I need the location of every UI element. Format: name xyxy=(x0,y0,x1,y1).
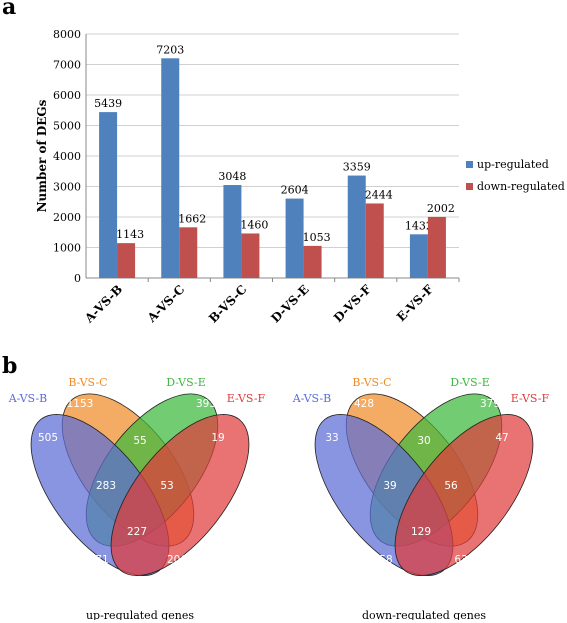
venn-set-label: E-VS-F xyxy=(227,392,266,405)
venn-set-label: A-VS-B xyxy=(292,392,332,405)
x-category-label: D-VS-E xyxy=(268,282,311,325)
venn-region-count: 393 xyxy=(196,398,216,410)
bar-value-label: 2002 xyxy=(427,202,455,215)
bar-value-label: 7203 xyxy=(156,43,184,56)
venn-caption: up-regulated genes xyxy=(86,609,194,620)
bar-value-label: 1053 xyxy=(303,231,331,244)
bar-down xyxy=(303,245,322,278)
x-category-label: A-VS-C xyxy=(144,282,187,325)
y-tick-label: 3000 xyxy=(53,181,81,194)
venn-set-label: D-VS-E xyxy=(450,376,490,389)
panel-b-label: b xyxy=(2,353,18,379)
legend-label: down-regulated xyxy=(477,180,565,193)
y-tick-label: 1000 xyxy=(53,242,81,255)
venn-region-count: 682 xyxy=(489,537,509,549)
bar-value-label: 3048 xyxy=(218,170,246,183)
venn-down-regulated: A-VS-B B-VS-C D-VS-E E-VS-F 447 428 379 908 33 30… xyxy=(292,376,550,620)
venn-set-label: B-VS-C xyxy=(68,376,107,389)
bar-value-label: 2604 xyxy=(281,184,309,197)
venn-region-count: 129 xyxy=(411,526,431,538)
x-category-label: D-VS-F xyxy=(331,282,374,325)
y-tick-label: 5000 xyxy=(53,120,81,133)
panel-a-label: a xyxy=(2,0,17,20)
venn-region-count: 33 xyxy=(325,432,338,444)
set-e-vs-f-ellipse xyxy=(110,414,250,576)
bar-value-label: 1432 xyxy=(405,219,433,232)
venn-region-count: 47 xyxy=(495,432,508,444)
bar-up xyxy=(409,234,428,278)
venn-region-count: 53 xyxy=(160,480,173,492)
venn-set-label: E-VS-F xyxy=(511,392,550,405)
venn-region-count: 1503 xyxy=(52,537,79,549)
legend-swatch xyxy=(466,161,473,168)
bar-down xyxy=(427,216,446,278)
venn-region-count: 315 xyxy=(339,537,359,549)
bar-down xyxy=(179,227,198,278)
bar-value-label: 1460 xyxy=(240,218,268,231)
venn-region-count: 227 xyxy=(127,526,147,538)
venn-region-count: 908 xyxy=(527,494,547,506)
venn-region-count: 63 xyxy=(454,554,467,566)
venn-set-label: B-VS-C xyxy=(352,376,391,389)
venn-region-count: 2593 xyxy=(10,494,37,506)
venn-region-count: 566 xyxy=(205,537,225,549)
venn-region-count: 428 xyxy=(354,398,374,410)
deg-bar-chart: 0 1000 2000 3000 4000 5000 6000 7000 8000 Number … xyxy=(35,28,565,326)
bar-value-label: 3359 xyxy=(343,161,371,174)
bar-value-label: 1662 xyxy=(178,212,206,225)
y-tick-label: 8000 xyxy=(53,28,81,41)
bar-down xyxy=(241,233,260,278)
venn-region-count: 1153 xyxy=(67,398,94,410)
set-e-vs-f-ellipse xyxy=(394,414,534,576)
venn-region-count: 379 xyxy=(480,398,500,410)
bar-up xyxy=(285,198,304,278)
venn-region-count: 59 xyxy=(414,589,427,601)
y-tick-label: 7000 xyxy=(53,59,81,72)
x-category-label: E-VS-F xyxy=(394,282,436,324)
bar-up xyxy=(347,175,366,278)
venn-region-count: 283 xyxy=(96,480,116,492)
venn-region-count: 39 xyxy=(383,480,396,492)
venn-up-regulated: A-VS-B B-VS-C D-VS-E E-VS-F 2593 1153 393 238 50… xyxy=(8,376,266,620)
bar-down xyxy=(365,203,384,278)
bar-up xyxy=(161,58,180,278)
x-category-label: A-VS-B xyxy=(81,282,125,326)
y-tick-label: 6000 xyxy=(53,89,81,102)
venn-caption: down-regulated genes xyxy=(362,609,486,620)
bar-up xyxy=(223,185,242,278)
venn-region-count: 19 xyxy=(211,432,224,444)
y-tick-label: 2000 xyxy=(53,211,81,224)
venn-region-count: 447 xyxy=(297,494,317,506)
y-tick-label: 4000 xyxy=(53,150,81,163)
venn-region-count: 58 xyxy=(379,554,392,566)
venn-region-count: 51 xyxy=(130,589,143,601)
venn-region-count: 505 xyxy=(38,432,58,444)
bar-value-label: 5439 xyxy=(94,97,122,110)
venn-region-count: 56 xyxy=(444,480,458,492)
venn-region-count: 206 xyxy=(167,554,187,566)
venn-region-count: 71 xyxy=(95,554,108,566)
y-tick-label: 0 xyxy=(74,272,81,285)
bar-up xyxy=(99,112,118,278)
y-axis-label: Number of DEGs xyxy=(35,99,49,212)
bar-value-label: 1143 xyxy=(116,228,144,241)
venn-set-label: D-VS-E xyxy=(166,376,206,389)
venn-region-count: 30 xyxy=(417,435,430,447)
legend-label: up-regulated xyxy=(477,158,549,171)
venn-set-label: A-VS-B xyxy=(8,392,48,405)
bar-value-label: 2444 xyxy=(365,188,393,201)
legend-swatch xyxy=(466,183,473,190)
venn-region-count: 55 xyxy=(133,435,146,447)
venn-region-count: 238 xyxy=(243,494,263,506)
x-category-label: B-VS-C xyxy=(206,282,249,325)
bar-down xyxy=(117,243,136,278)
